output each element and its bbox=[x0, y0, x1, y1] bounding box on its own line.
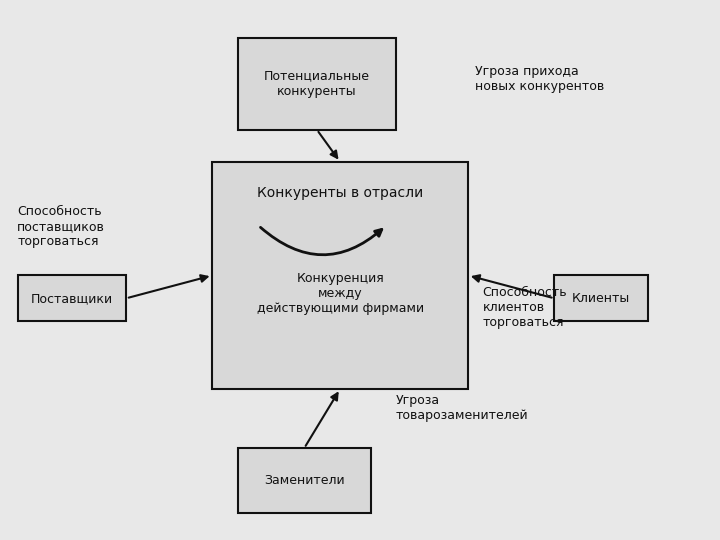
Text: Конкуренция
между
действующими фирмами: Конкуренция между действующими фирмами bbox=[256, 272, 424, 315]
FancyBboxPatch shape bbox=[212, 162, 468, 389]
Text: Поставщики: Поставщики bbox=[31, 292, 113, 305]
Text: Конкуренты в отрасли: Конкуренты в отрасли bbox=[257, 186, 423, 200]
Text: Угроза прихода
новых конкурентов: Угроза прихода новых конкурентов bbox=[475, 65, 605, 93]
Text: Клиенты: Клиенты bbox=[572, 292, 630, 305]
FancyBboxPatch shape bbox=[554, 275, 648, 321]
Text: Заменители: Заменители bbox=[264, 474, 344, 487]
Text: Способность
клиентов
торговаться: Способность клиентов торговаться bbox=[482, 286, 567, 329]
FancyBboxPatch shape bbox=[18, 275, 126, 321]
Text: Потенциальные
конкуренты: Потенциальные конкуренты bbox=[264, 70, 370, 98]
FancyBboxPatch shape bbox=[238, 448, 371, 513]
FancyBboxPatch shape bbox=[238, 38, 396, 130]
Text: Угроза
товарозаменителей: Угроза товарозаменителей bbox=[396, 394, 528, 422]
Text: Способность
поставщиков
торговаться: Способность поставщиков торговаться bbox=[17, 205, 105, 248]
